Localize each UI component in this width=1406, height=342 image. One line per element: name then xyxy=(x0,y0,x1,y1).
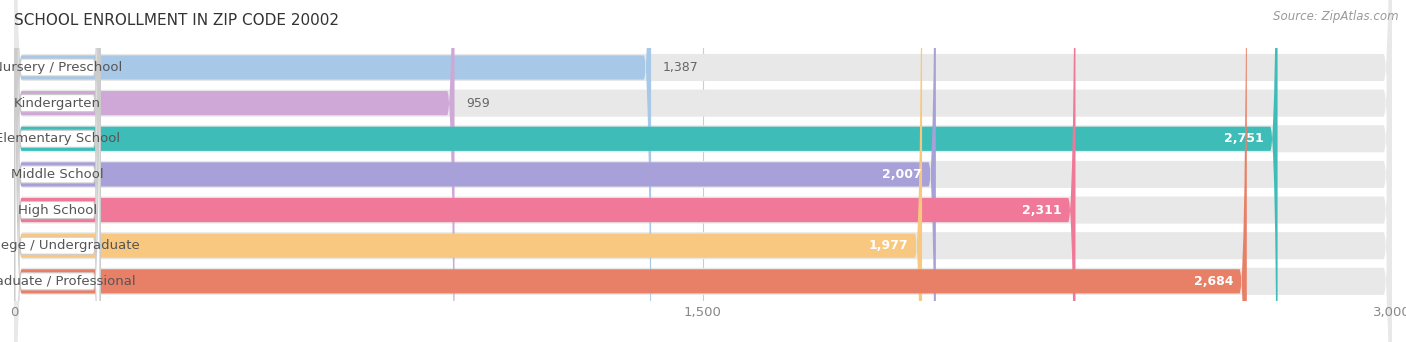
Text: 2,751: 2,751 xyxy=(1225,132,1264,145)
Text: Graduate / Professional: Graduate / Professional xyxy=(0,275,135,288)
Text: 1,387: 1,387 xyxy=(662,61,699,74)
FancyBboxPatch shape xyxy=(14,0,1392,342)
FancyBboxPatch shape xyxy=(15,0,100,342)
FancyBboxPatch shape xyxy=(14,0,1278,342)
Text: Elementary School: Elementary School xyxy=(0,132,120,145)
Text: Kindergarten: Kindergarten xyxy=(14,97,101,110)
FancyBboxPatch shape xyxy=(14,0,1392,342)
FancyBboxPatch shape xyxy=(15,0,100,342)
FancyBboxPatch shape xyxy=(15,0,100,342)
Text: 959: 959 xyxy=(465,97,489,110)
FancyBboxPatch shape xyxy=(14,0,936,342)
FancyBboxPatch shape xyxy=(15,0,100,342)
FancyBboxPatch shape xyxy=(14,0,1392,342)
Text: 2,684: 2,684 xyxy=(1194,275,1233,288)
FancyBboxPatch shape xyxy=(14,0,1392,342)
FancyBboxPatch shape xyxy=(14,0,1392,342)
Text: High School: High School xyxy=(18,203,97,216)
FancyBboxPatch shape xyxy=(14,0,1076,342)
FancyBboxPatch shape xyxy=(14,0,651,342)
Text: Source: ZipAtlas.com: Source: ZipAtlas.com xyxy=(1274,10,1399,23)
FancyBboxPatch shape xyxy=(14,0,1247,342)
Text: 2,311: 2,311 xyxy=(1022,203,1062,216)
Text: 1,977: 1,977 xyxy=(869,239,908,252)
Text: 2,007: 2,007 xyxy=(883,168,922,181)
FancyBboxPatch shape xyxy=(15,0,100,342)
Text: Middle School: Middle School xyxy=(11,168,104,181)
FancyBboxPatch shape xyxy=(14,0,1392,342)
Text: College / Undergraduate: College / Undergraduate xyxy=(0,239,139,252)
FancyBboxPatch shape xyxy=(14,0,454,342)
Text: SCHOOL ENROLLMENT IN ZIP CODE 20002: SCHOOL ENROLLMENT IN ZIP CODE 20002 xyxy=(14,13,339,28)
FancyBboxPatch shape xyxy=(14,0,922,342)
FancyBboxPatch shape xyxy=(15,0,100,342)
Text: Nursery / Preschool: Nursery / Preschool xyxy=(0,61,122,74)
FancyBboxPatch shape xyxy=(14,0,1392,342)
FancyBboxPatch shape xyxy=(15,0,100,342)
